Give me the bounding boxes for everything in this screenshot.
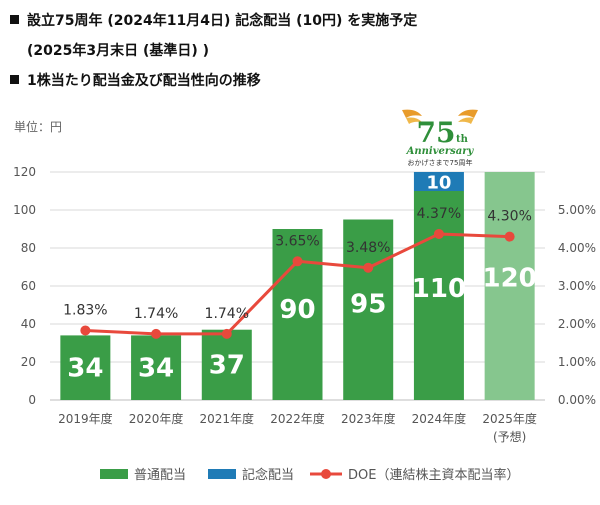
legend-label-commemorative: 記念配当 [242,467,294,483]
y2-tick-label: 4.00% [558,241,596,255]
badge-word: Anniversary [406,146,475,157]
legend-swatch-ordinary [100,469,128,479]
bar-ordinary [131,335,182,400]
bar-value-label: 90 [279,295,315,325]
legend-label-ordinary: 普通配当 [134,468,186,483]
header-line-3: 1株当たり配当金及び配当性向の推移 [10,70,261,90]
y2-tick-label: 1.00% [558,355,596,369]
legend: 普通配当 記念配当 DOE（連結株主資本配当率） [100,467,519,483]
x-axis: 2019年度 2020年度 2021年度 2022年度 2023年度 2024年度 2025… [58,411,537,444]
bar-value-label: 34 [67,353,103,383]
bar-value-label: 95 [350,290,386,320]
x-tick-label: 2022年度 [270,411,325,426]
doe-value-label: 1.74% [205,306,249,322]
wing-left-icon [402,109,422,124]
header-line-1: 設立75周年 (2024年11月4日) 記念配当 (10円) を実施予定 [10,10,417,30]
doe-value-label: 4.30% [487,209,531,225]
doe-point [433,228,444,239]
unit-label: 単位：円 [14,120,63,134]
doe-point [292,256,303,267]
doe-point [221,328,232,339]
doe-value-label: 3.48% [346,240,390,256]
y-tick-label: 60 [21,279,36,293]
x-tick-label: 2024年度 [412,411,467,426]
bullet-square-icon [10,75,19,84]
y2-tick-label: 5.00% [558,203,596,217]
doe-line: 1.83% 1.74% 1.74% 3.65% 3.48% 4.37% 4.30% [63,206,532,339]
bars: 34 34 37 90 95 10 110 120 [60,172,537,400]
bar-ordinary [484,172,535,400]
x-tick-label: 2020年度 [129,411,184,426]
y-tick-label: 120 [13,165,36,179]
doe-value-label: 3.65% [275,233,319,249]
y2-tick-label: 2.00% [558,317,596,331]
bar-ordinary [343,219,394,400]
legend-label-doe: DOE（連結株主資本配当率） [348,467,519,483]
bar-ordinary [60,335,111,400]
badge-number: 75 [417,116,456,149]
x-tick-label: 2025年度 [482,411,537,426]
y2-tick-label: 0.00% [558,393,596,407]
x-tick-label: 2021年度 [200,411,255,426]
y-tick-label: 80 [21,241,36,255]
bar-ordinary [201,329,252,400]
y-tick-label: 100 [13,203,36,217]
doe-point [151,328,162,339]
commemorative-value-label: 10 [426,173,451,194]
header-line-3-text: 1株当たり配当金及び配当性向の推移 [27,73,261,89]
doe-value-label: 4.37% [417,206,461,222]
bullet-square-icon [10,15,19,24]
wing-right-icon [458,109,478,124]
x-tick-note: (予想) [493,429,526,444]
badge-suffix: th [456,134,469,145]
y2-tick-label: 3.00% [558,279,596,293]
y-tick-label: 40 [21,317,36,331]
header-line-2: (2025年3月末日 (基準日) ) [27,40,209,60]
bar-commemorative [413,172,464,191]
x-tick-label: 2023年度 [341,411,396,426]
doe-point [363,262,374,273]
badge-caption: おかげさまで75周年 [408,158,473,167]
anniversary-badge: 75 th Anniversary おかげさまで75周年 [402,109,478,167]
y-tick-label: 20 [21,355,36,369]
y-axis-right: 0.00% 1.00% 2.00% 3.00% 4.00% 5.00% [558,203,596,407]
bar-value-label: 110 [412,274,466,304]
bar-value-label: 34 [138,353,174,383]
bar-ordinary [413,191,464,400]
doe-point [80,325,91,336]
doe-point [504,231,515,242]
bar-value-label: 120 [483,264,537,294]
header-line-2-text: (2025年3月末日 (基準日) ) [27,43,210,59]
header-line-1-text: 設立75周年 (2024年11月4日) 記念配当 (10円) を実施予定 [27,13,418,29]
legend-swatch-commemorative [208,469,236,479]
x-tick-label: 2019年度 [58,411,113,426]
doe-value-label: 1.74% [134,306,178,322]
bar-value-label: 37 [209,350,245,380]
y-axis-left: 0 20 40 60 80 100 120 [13,165,36,407]
doe-value-label: 1.83% [63,302,107,318]
legend-swatch-doe-point [321,469,331,479]
y-tick-label: 0 [28,393,36,407]
